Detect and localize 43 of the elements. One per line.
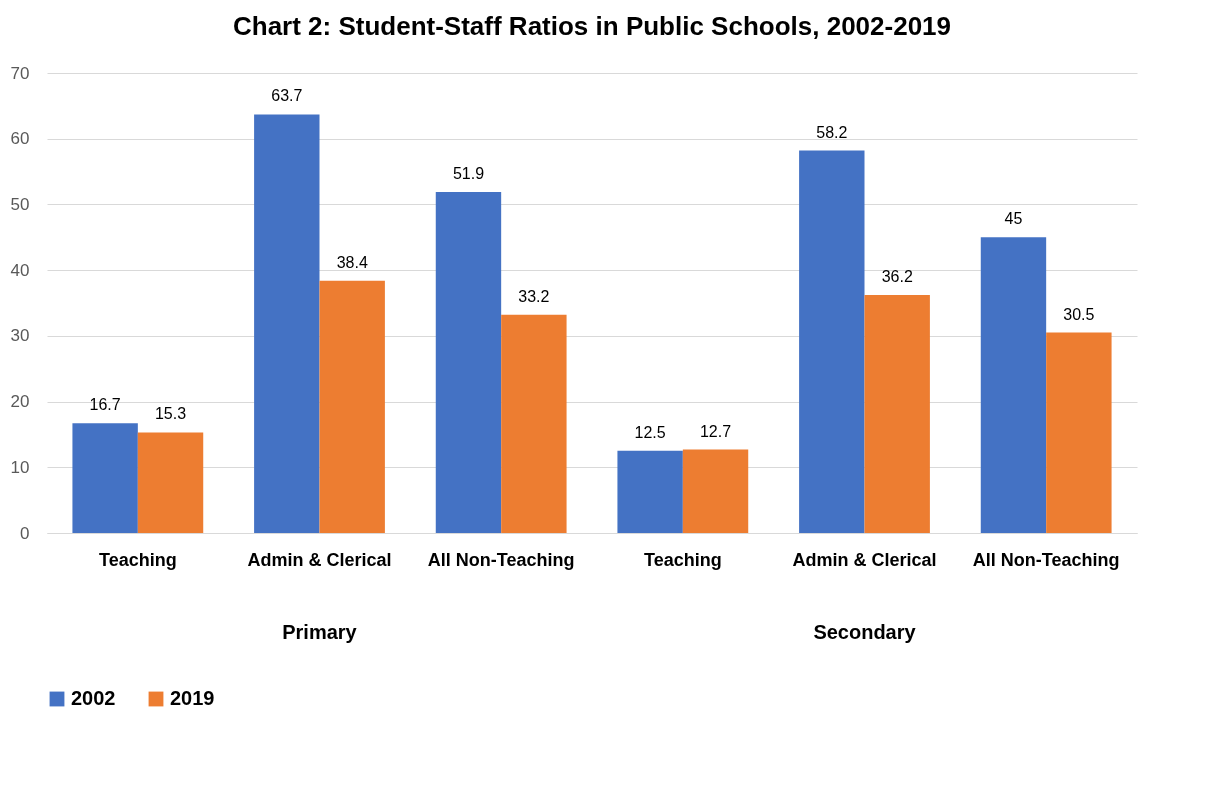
data-label: 36.2 (881, 268, 913, 286)
x-tick-label: Teaching (98, 549, 177, 570)
x-tick-label: Admin & Clerical (792, 549, 937, 570)
bar (864, 295, 930, 533)
legend-label: 2019 (170, 687, 215, 709)
y-tick-label: 20 (10, 392, 30, 412)
bar (254, 114, 320, 533)
data-label: 12.7 (699, 422, 732, 440)
data-label: 58.2 (816, 123, 848, 141)
bar (980, 237, 1047, 533)
y-tick-label: 70 (10, 63, 30, 83)
x-tick-label: All Non-Teaching (972, 549, 1120, 570)
x-tick-label: Teaching (643, 549, 722, 570)
bar (72, 423, 138, 533)
y-tick-label: 0 (20, 523, 30, 543)
text: Secondary (813, 621, 917, 643)
data-label: 45 (1004, 210, 1023, 228)
x-tick-label: All Non-Teaching (427, 549, 575, 570)
bar (501, 314, 567, 533)
y-tick-label: 60 (10, 129, 30, 149)
data-label: 51.9 (452, 164, 485, 182)
text: Primary (282, 621, 358, 643)
data-label: 30.5 (1063, 305, 1095, 323)
data-label: 38.4 (336, 253, 368, 271)
x-tick-label: Admin & Clerical (247, 549, 392, 570)
y-tick-label: 30 (10, 326, 30, 346)
y-tick-label: 40 (10, 260, 30, 280)
y-tick-label: 10 (10, 457, 30, 477)
data-label: 33.2 (518, 287, 550, 305)
data-label: 63.7 (271, 87, 303, 105)
bar (137, 432, 204, 533)
bar (319, 280, 385, 533)
bar (1046, 332, 1112, 533)
bar (435, 191, 502, 533)
y-tick-label: 50 (10, 194, 30, 214)
bar (682, 449, 749, 533)
legend-label: 2002 (71, 687, 116, 709)
bar (617, 450, 683, 533)
data-label: 12.5 (634, 423, 666, 441)
chart-title: Chart 2: Student-Staff Ratios in Public Schools, 2002-2019 (232, 11, 952, 41)
bar (799, 150, 865, 533)
data-label: 15.3 (154, 405, 187, 423)
data-label: 16.7 (89, 396, 121, 414)
